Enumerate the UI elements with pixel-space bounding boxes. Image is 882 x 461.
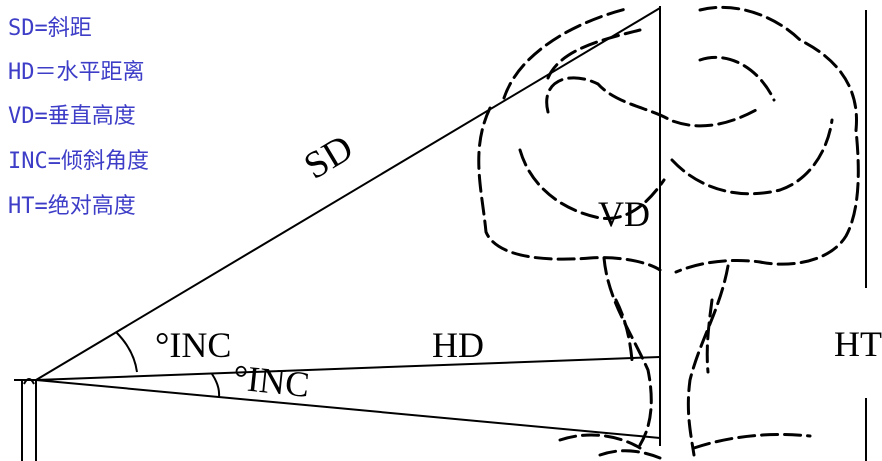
inc-angle-arc-lower xyxy=(211,373,221,398)
observer-post xyxy=(21,378,37,461)
hd-line xyxy=(35,356,661,381)
tree-illustration xyxy=(477,5,860,460)
sd-label: SD xyxy=(297,127,360,188)
legend-item-vd: VD=垂直高度 xyxy=(8,104,136,129)
hd-label: HD xyxy=(432,325,484,365)
inc-label-upper: °INC xyxy=(155,325,231,365)
lower-line xyxy=(35,379,661,439)
legend-item-ht: HT=绝对高度 xyxy=(8,194,136,219)
ht-label: HT xyxy=(834,324,882,364)
legend-item-hd: HD＝水平距离 xyxy=(8,60,145,85)
legend-item-sd: SD=斜距 xyxy=(8,16,92,41)
inc-label-lower: °INC xyxy=(231,357,311,405)
inc-angle-arc-upper xyxy=(115,331,138,373)
legend-item-inc: INC=倾斜角度 xyxy=(8,149,149,174)
vd-label: VD xyxy=(598,194,650,234)
sd-line xyxy=(35,7,661,381)
